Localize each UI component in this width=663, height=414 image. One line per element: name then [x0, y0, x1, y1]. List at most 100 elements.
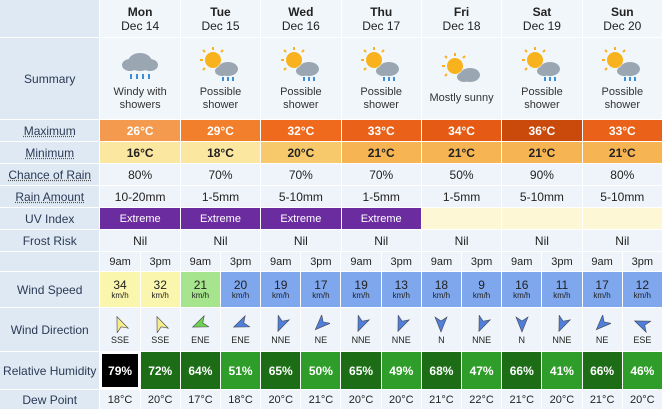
wind-direction-text: ENE	[231, 334, 250, 345]
day-header: Wed Dec 16	[261, 0, 342, 38]
dew-point: 21°C	[301, 390, 342, 410]
frost-risk-label: Frost Risk	[0, 230, 101, 252]
rain-chance: 70%	[261, 164, 342, 186]
day-date: Dec 19	[522, 18, 561, 33]
wind-direction: ENE	[220, 308, 262, 352]
dew-point: 22°C	[462, 390, 503, 410]
wind-direction-text: ENE	[191, 334, 210, 345]
wind-direction: SSE	[100, 308, 141, 352]
max-temp: 36°C	[502, 120, 583, 142]
wind-unit: km/h	[191, 290, 210, 300]
uv-index	[502, 208, 583, 230]
uv-index-label-text: UV Index	[25, 211, 75, 226]
summary-text: Possible shower	[199, 85, 242, 111]
wind-direction-text: N	[518, 334, 526, 345]
day-date: Dec 17	[362, 18, 401, 33]
rain-chance: 80%	[100, 164, 181, 186]
wind-unit: km/h	[472, 290, 491, 300]
dew-point: 20°C	[261, 390, 302, 410]
time-slot: 9am	[502, 252, 543, 272]
wind-direction-text: N	[438, 334, 445, 345]
dew-point-label-grid: 18°C 20°C 17°C 18°C 20°C 21°C 20°C 20°C 21°C 22°C…	[100, 390, 663, 410]
humidity: 51%	[220, 352, 262, 390]
wind-speed-value: 12	[635, 277, 650, 292]
frost-risk: Nil	[421, 230, 503, 252]
humidity: 72%	[140, 352, 181, 390]
wind-unit: km/h	[513, 290, 531, 300]
wind-unit: km/h	[151, 290, 169, 300]
humidity: 65%	[341, 352, 382, 390]
wind-arrow-icon	[595, 314, 612, 330]
day-header: Sat Dec 19	[502, 0, 583, 38]
dew-point-label-group: 18°C 20°C 17°C 18°C 20°C 21°C 20°C 20°C 21°C 22°C…	[100, 390, 663, 410]
wind-direction: NNE	[462, 308, 503, 352]
day-header: Tue Dec 15	[180, 0, 262, 38]
wind-speed: 32 km/h	[140, 272, 181, 308]
dew-point: 20°C	[381, 390, 422, 410]
summary-label-text: Summary	[24, 71, 76, 86]
dew-point: 21°C	[421, 390, 462, 410]
time-slot: 9am	[341, 252, 382, 272]
wind-speed-label-text: Wind Speed	[17, 282, 83, 297]
summary-text: Possible shower	[521, 85, 563, 111]
wind-direction-text: NNE	[391, 334, 411, 345]
maximum-label-text: Maximum	[23, 123, 76, 138]
dew-point: 21°C	[582, 390, 623, 410]
wind-speed: 13 km/h	[381, 272, 422, 308]
wind-speed-value: 9	[478, 277, 485, 292]
wind-unit: km/h	[432, 290, 451, 300]
wind-arrow-icon	[478, 314, 491, 332]
humidity: 79%	[100, 352, 141, 390]
time-slot: 3pm	[140, 252, 181, 272]
wind-arrow-icon	[314, 314, 330, 330]
relative-humidity-label-grid: 79% 72% 64% 51% 65% 50% 65% 49% 68% 47% 66% 41% 66% 4…	[100, 352, 663, 390]
frost-risk: Nil	[180, 230, 262, 252]
summary-cell: Possible shower	[341, 38, 422, 120]
sun-cloud-rain-icon	[200, 46, 239, 81]
wind-direction: N	[502, 308, 543, 352]
day-name: Mon	[127, 4, 153, 19]
wind-direction-text: NNE	[472, 334, 492, 345]
wind-direction: ESE	[622, 308, 663, 352]
day-date: Dec 14	[121, 18, 160, 33]
day-header: Mon Dec 14	[100, 0, 181, 38]
wind-direction-text: NNE	[271, 334, 291, 345]
min-temp: 16°C	[100, 142, 181, 164]
wind-speed-value: 19	[274, 277, 288, 292]
sun-cloud-rain-icon	[521, 46, 560, 81]
day-name: Fri	[453, 4, 470, 19]
wind-speed-label-group: 34 km/h 32 km/h 21 km/h 20 km/h 19 km/h 17 km/h 19 km…	[100, 272, 663, 308]
summary-text: Windy with showers	[113, 85, 167, 111]
min-temp: 21°C	[341, 142, 422, 164]
dew-point: 20°C	[341, 390, 382, 410]
wind-direction: N	[421, 308, 462, 352]
wind-arrow-icon	[192, 314, 210, 327]
time-slot: 9am	[421, 252, 462, 272]
summary-cell: Possible shower	[582, 38, 663, 120]
chance-of-rain-label: Chance of Rain	[0, 164, 101, 186]
time-slot: 3pm	[301, 252, 342, 272]
rain-amount: 1-5mm	[180, 186, 262, 208]
wind-speed-value: 19	[354, 277, 368, 292]
dew-point: 20°C	[140, 390, 181, 410]
max-temp: 29°C	[180, 120, 262, 142]
wind-arrow-icon	[515, 315, 529, 333]
wind-direction: NNE	[542, 308, 583, 352]
frost-risk: Nil	[582, 230, 663, 252]
wind-direction-text: SSE	[111, 334, 130, 345]
wind-speed-value: 34	[113, 277, 127, 292]
wind-unit: km/h	[633, 290, 652, 300]
min-temp: 20°C	[261, 142, 342, 164]
min-temp: 21°C	[502, 142, 583, 164]
uv-index	[582, 208, 663, 230]
wind-speed: 19 km/h	[341, 272, 382, 308]
rain-chance: 90%	[502, 164, 583, 186]
dew-point-label: Dew Point	[0, 390, 101, 410]
day-name: Sat	[532, 4, 552, 19]
wind-unit: km/h	[593, 290, 611, 300]
summary-text: Possible shower	[280, 85, 322, 111]
wind-arrow-icon	[634, 320, 652, 333]
wind-speed-value: 11	[555, 277, 569, 292]
wind-unit: km/h	[272, 290, 290, 300]
wind-speed-value: 32	[153, 277, 167, 292]
